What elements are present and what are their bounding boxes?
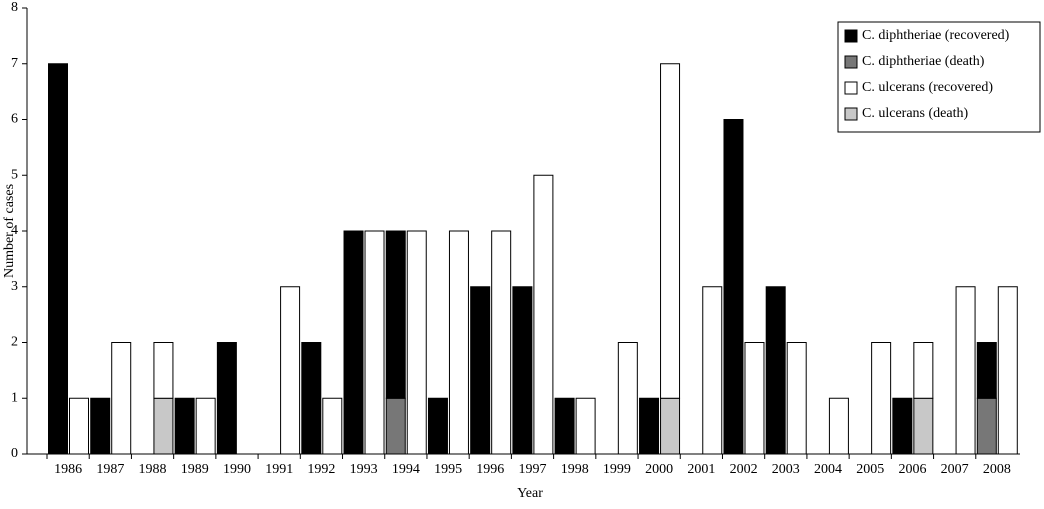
bar — [111, 342, 132, 455]
bar — [617, 342, 638, 455]
x-tick-label: 1999 — [603, 462, 631, 477]
bar — [786, 342, 807, 455]
bar — [744, 342, 765, 455]
bar — [195, 397, 216, 455]
x-tick-label: 2000 — [645, 462, 673, 477]
legend-box — [837, 21, 1041, 133]
bar — [955, 286, 976, 455]
bar — [301, 342, 322, 455]
bar — [723, 119, 744, 455]
bar — [660, 397, 681, 455]
bar — [976, 342, 997, 399]
y-tick-label: 6 — [11, 112, 18, 127]
bar — [913, 342, 934, 399]
bar — [153, 342, 174, 399]
legend-label: C. diphtheriae (recovered) — [862, 28, 1010, 43]
x-tick-label: 2004 — [814, 462, 842, 477]
y-tick-label: 8 — [11, 0, 18, 15]
legend-label: C. ulcerans (death) — [862, 106, 968, 121]
bar — [533, 174, 554, 455]
bar — [427, 397, 448, 455]
bar — [48, 63, 68, 455]
bar — [385, 230, 406, 399]
legend-label: C. ulcerans (recovered) — [862, 80, 993, 95]
x-tick-label: 1991 — [265, 462, 293, 477]
x-tick-label: 1998 — [561, 462, 589, 477]
x-tick-label: 1986 — [54, 462, 82, 477]
bar — [470, 286, 491, 455]
bar — [491, 230, 512, 455]
x-tick-label: 2003 — [772, 462, 800, 477]
bar — [976, 397, 997, 455]
bar — [322, 397, 343, 455]
x-tick-label: 1997 — [519, 462, 547, 477]
legend-swatch — [844, 29, 858, 43]
bar — [512, 286, 533, 455]
x-tick-label: 1987 — [96, 462, 124, 477]
y-tick-label: 4 — [11, 223, 18, 238]
bar — [575, 397, 596, 455]
legend-label: C. diphtheriae (death) — [862, 54, 985, 69]
bar — [385, 397, 406, 455]
bar — [90, 397, 111, 455]
bar — [364, 230, 385, 455]
x-tick-label: 1988 — [139, 462, 167, 477]
x-tick-label: 1994 — [392, 462, 420, 477]
x-tick-label: 2006 — [898, 462, 926, 477]
bar — [765, 286, 786, 455]
bar — [997, 286, 1018, 455]
y-tick-label: 5 — [11, 167, 18, 182]
y-tick-label: 2 — [11, 335, 18, 350]
x-axis-label: Year — [517, 486, 543, 501]
bar — [153, 397, 174, 455]
x-tick-label: 2005 — [856, 462, 884, 477]
legend-swatch — [844, 55, 858, 69]
x-tick-label: 1993 — [350, 462, 378, 477]
bar — [871, 342, 892, 455]
x-tick-label: 1990 — [223, 462, 251, 477]
bar — [913, 397, 934, 455]
bar — [174, 397, 195, 455]
x-tick-label: 1989 — [181, 462, 209, 477]
bar — [343, 230, 364, 455]
y-tick-label: 0 — [11, 446, 18, 461]
bar — [69, 397, 89, 455]
y-axis-label: Number of cases — [2, 184, 17, 278]
bar — [639, 397, 660, 455]
bar — [554, 397, 575, 455]
y-tick-label: 1 — [11, 390, 18, 405]
bar — [406, 230, 427, 455]
legend-swatch — [844, 81, 858, 95]
x-tick-label: 2002 — [730, 462, 758, 477]
bar — [448, 230, 469, 455]
x-tick-label: 2001 — [687, 462, 715, 477]
x-tick-label: 2007 — [941, 462, 969, 477]
x-tick-label: 2008 — [983, 462, 1011, 477]
bar — [216, 342, 237, 455]
bar — [828, 397, 849, 455]
x-tick-label: 1996 — [476, 462, 504, 477]
legend-swatch — [844, 107, 858, 121]
bar — [702, 286, 723, 455]
y-tick-label: 3 — [11, 279, 18, 294]
bar — [892, 397, 913, 455]
bar — [660, 63, 681, 399]
bar — [280, 286, 301, 455]
y-tick-label: 7 — [11, 56, 18, 71]
x-tick-label: 1992 — [307, 462, 335, 477]
x-tick-label: 1995 — [434, 462, 462, 477]
